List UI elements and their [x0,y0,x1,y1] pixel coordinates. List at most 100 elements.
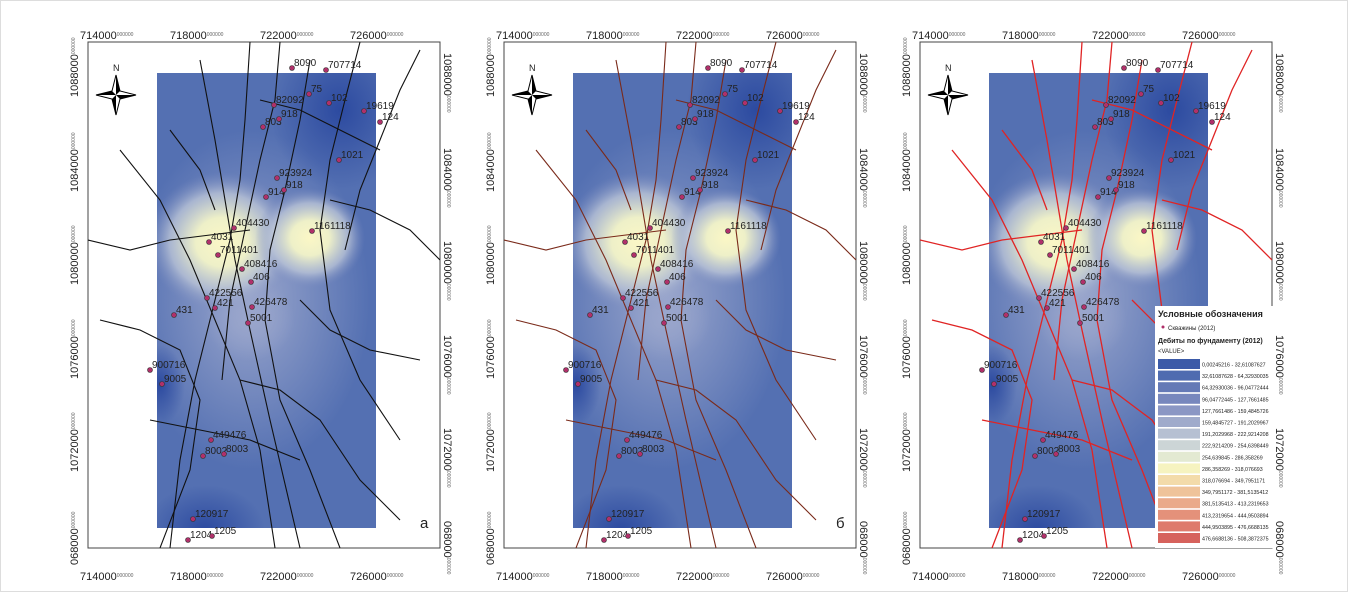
y-tick-label: 068000000000 [485,511,497,565]
tick-value: 718000 [1002,571,1039,583]
well-marker [563,367,569,373]
fault-line [931,319,1033,548]
fault-line [615,59,717,548]
north-arrow: N [927,63,969,116]
well-marker [377,119,383,125]
well-label: 1161118 [730,221,767,232]
zone-hot [1087,188,1197,288]
tick-decimals: 000000 [297,573,314,579]
tick-value: 714000 [80,571,117,583]
legend-swatch [1158,417,1200,427]
well-marker [1053,451,1059,457]
tick-decimals: 000000 [445,96,451,113]
fault-line [585,42,667,548]
y-tick-label: 068000000000 [441,521,453,575]
faults [920,42,1272,548]
legend-swatch [1158,370,1200,381]
well-label: 449476 [629,430,663,441]
fault-line [221,42,281,381]
tick-decimals: 000000 [1129,573,1146,579]
well-label: 5001 [250,313,273,324]
x-tick-label: 726000000000 [350,30,404,42]
well-label: 82092 [692,95,720,106]
well-marker [705,65,711,71]
well-marker [1071,266,1077,272]
well-marker [239,266,245,272]
tick-value: 714000 [496,571,533,583]
well-label: 8090 [1126,58,1149,69]
well-label: 1021 [1173,150,1196,161]
legend: Условные обозначения Скважины (2012) Дебит… [1155,306,1273,548]
well-marker [248,279,254,285]
y-tick-label: 1072000000000 [1273,428,1285,488]
well-label: 19619 [366,101,394,112]
faults [88,42,440,548]
tick-decimals: 000000 [1277,284,1283,301]
x-tick-label: 726000000000 [350,571,404,583]
x-tick-label: 726000000000 [1182,30,1236,42]
tick-value: 722000 [676,571,713,583]
y-tick-label: 1088000000000 [857,53,869,113]
legend-swatch [1158,486,1200,497]
y-tick-label: 1084000000000 [1273,148,1285,208]
well-marker [1063,225,1069,231]
x-tick-label: 718000000000 [1002,30,1056,42]
well-label: 918 [702,180,719,191]
zone-cold [573,485,681,528]
tick-value: 1072000 [69,429,81,472]
tick-decimals: 000000 [71,225,77,242]
well-marker [215,252,221,258]
well-marker [622,239,628,245]
legend-class: 127,7661486 - 159,4845726 [1202,409,1269,415]
north-label: N [113,63,120,73]
well-marker [793,119,799,125]
well-marker [1155,67,1161,73]
well-label: 75 [311,84,323,95]
y-tick-label: 1084000000000 [441,148,453,208]
tick-decimals: 000000 [861,284,867,301]
tick-decimals: 000000 [387,573,404,579]
fault-line [1176,49,1253,251]
well-marker [665,304,671,310]
fault-line [299,299,421,361]
fault-line [981,419,1133,461]
x-tick-label: 718000000000 [170,571,224,583]
well-marker [742,100,748,106]
well-label: 431 [176,305,193,316]
tick-value: 1076000 [69,336,81,379]
tick-decimals: 000000 [445,191,451,208]
tick-value: 722000 [676,30,713,42]
well-marker [212,305,218,311]
well-label: 8003 [642,444,665,455]
tick-decimals: 000000 [949,573,966,579]
tick-value: 726000 [766,30,803,42]
well-label: 19619 [1198,101,1226,112]
well-marker [690,175,696,181]
legend-swatch [1158,405,1200,416]
well-marker [274,175,280,181]
tick-value: 722000 [1092,30,1129,42]
well-marker [1047,252,1053,258]
x-tick-label: 722000000000 [676,571,730,583]
arrow-shade [512,75,552,115]
legend-swatch [1158,428,1200,439]
tick-value: 1080000 [69,242,81,285]
tick-value: 722000 [1092,571,1129,583]
tick-value: 718000 [170,571,207,583]
y-tick-label: 068000000000 [69,511,81,565]
well-marker [209,533,215,539]
y-tick-label: 1072000000000 [69,412,81,472]
y-tick-label: 1080000000000 [901,225,913,285]
arrow-shade [96,75,136,115]
well-marker [676,124,682,130]
tick-value: 714000 [912,571,949,583]
tick-decimals: 000000 [803,573,820,579]
well-marker [631,252,637,258]
tick-value: 1080000 [441,241,453,284]
legend-class: 254,639845 - 286,358269 [1202,455,1263,461]
well-label: 408416 [244,259,278,270]
legend-swatch [1158,440,1200,451]
fault-line [329,199,440,261]
tick-value: 1088000 [1273,53,1285,96]
